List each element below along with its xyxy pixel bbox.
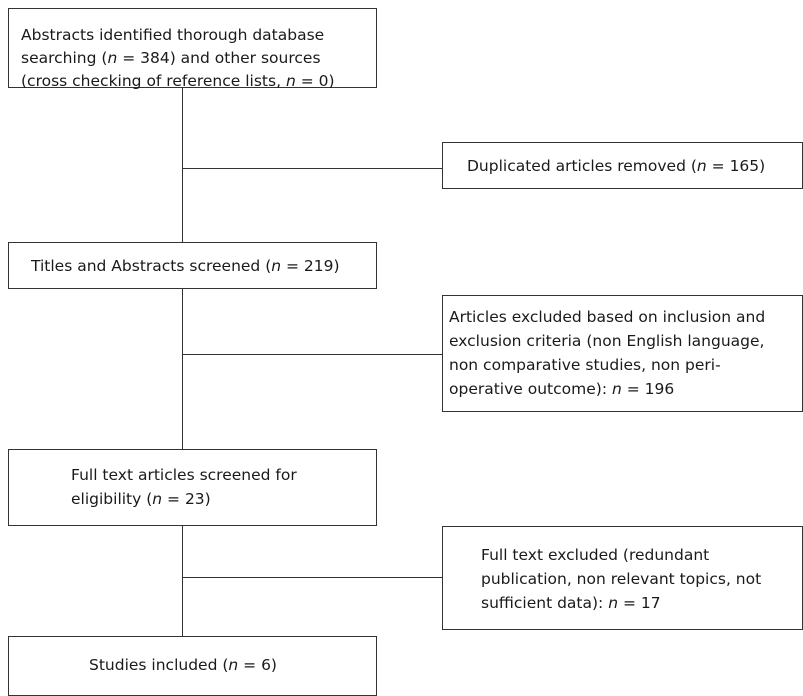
connector-identified-to-screened — [182, 88, 183, 242]
connector-fulltext-to-included — [182, 526, 183, 636]
connector-to-excluded — [182, 354, 442, 355]
identified-line-3: (cross checking of reference lists, n = … — [21, 72, 335, 90]
ftexcluded-line-2: publication, non relevant topics, not — [481, 570, 762, 588]
identified-line-1: Abstracts identified thorough database — [21, 26, 325, 44]
records-identified-box: Abstracts identified thorough database s… — [8, 8, 377, 90]
excluded-line-4: operative outcome): n = 196 — [449, 380, 675, 398]
excluded-line-1: Articles excluded based on inclusion and — [449, 308, 766, 326]
connector-to-fulltext-excluded — [182, 577, 442, 578]
duplicates-text: Duplicated articles removed (n = 165) — [467, 157, 766, 175]
ftexcluded-line-1: Full text excluded (redundant — [481, 546, 710, 564]
full-text-screened-box: Full text articles screened for eligibil… — [8, 449, 377, 526]
full-text-excluded-box: Full text excluded (redundant publicatio… — [442, 526, 803, 630]
fulltext-line-2: eligibility (n = 23) — [71, 490, 211, 508]
connector-screened-to-fulltext — [182, 289, 183, 449]
connector-to-duplicates — [182, 168, 442, 169]
excluded-line-2: exclusion criteria (non English language… — [449, 332, 765, 350]
excluded-line-3: non comparative studies, non peri- — [449, 356, 721, 374]
articles-excluded-box: Articles excluded based on inclusion and… — [442, 295, 803, 412]
duplicates-removed-box: Duplicated articles removed (n = 165) — [442, 142, 803, 189]
studies-included-box: Studies included (n = 6) — [8, 636, 377, 696]
identified-line-2: searching (n = 384) and other sources — [21, 49, 321, 67]
fulltext-line-1: Full text articles screened for — [71, 466, 297, 484]
screened-text: Titles and Abstracts screened (n = 219) — [31, 257, 340, 275]
titles-abstracts-screened-box: Titles and Abstracts screened (n = 219) — [8, 242, 377, 289]
ftexcluded-line-3: sufficient data): n = 17 — [481, 594, 661, 612]
included-text: Studies included (n = 6) — [89, 656, 277, 674]
